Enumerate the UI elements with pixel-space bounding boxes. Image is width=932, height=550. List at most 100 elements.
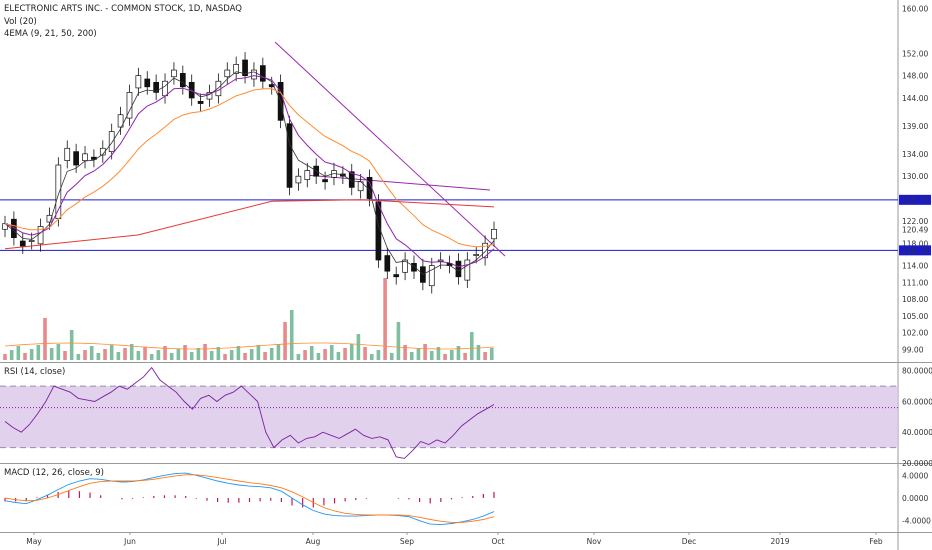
- candle-body: [428, 265, 435, 287]
- price-level-badge-text: 125.77: [902, 196, 928, 205]
- volume-bar: [303, 350, 307, 360]
- candle-body: [268, 84, 275, 88]
- candle-body: [402, 259, 408, 273]
- candle-body: [286, 123, 293, 188]
- volume-bar: [483, 352, 487, 360]
- time-axis-label-dec: Dec: [682, 537, 697, 546]
- time-axis-label-feb: Feb: [869, 537, 883, 546]
- volume-bar: [409, 352, 414, 360]
- volume-bar: [449, 350, 454, 360]
- volume-bar: [436, 347, 441, 360]
- candle-body: [473, 254, 480, 256]
- price-tick-label: 148.00: [902, 72, 928, 81]
- ema21-line: [4, 75, 495, 268]
- volume-bar: [296, 354, 301, 360]
- volume-bar: [323, 349, 327, 360]
- candle-body: [162, 80, 168, 97]
- rsi-tick-label: 40.0000: [902, 428, 932, 437]
- volume-bar: [363, 347, 367, 360]
- volume-bar: [276, 344, 281, 360]
- volume-bar: [389, 353, 394, 360]
- candle-body: [464, 259, 471, 281]
- volume-bar: [476, 345, 481, 360]
- macd-tick-label: 4.0000: [902, 471, 928, 480]
- volume-bar: [403, 345, 407, 360]
- volume-bar: [189, 352, 194, 360]
- candle-body: [108, 131, 115, 152]
- volume-bar: [336, 352, 341, 360]
- chart-title: ELECTRONIC ARTS INC. - COMMON STOCK, 1D,…: [4, 4, 242, 14]
- volume-bar: [349, 344, 354, 360]
- candle-body: [73, 151, 79, 166]
- price-tick-label: 102.00: [902, 329, 928, 338]
- volume-bar: [49, 348, 54, 360]
- volume-bar: [223, 354, 227, 360]
- candle-body: [171, 69, 177, 78]
- volume-bar: [229, 350, 234, 360]
- volume-bar: [3, 354, 7, 360]
- candle-body: [322, 179, 328, 183]
- volume-bar: [143, 347, 147, 360]
- price-tick-label: 144.00: [902, 94, 928, 103]
- volume-bar: [443, 354, 447, 360]
- candle-body: [375, 201, 382, 261]
- volume-bar: [489, 348, 494, 360]
- price-tick-label: 114.00: [902, 262, 928, 271]
- volume-bar: [196, 348, 201, 360]
- volume-bar: [236, 346, 241, 360]
- candle-body: [135, 75, 142, 89]
- ema50-line: [4, 88, 495, 248]
- rsi-label: RSI (14, close): [4, 367, 65, 377]
- time-axis-label-may: May: [26, 537, 42, 546]
- price-level-badge: [899, 245, 931, 256]
- volume-bar: [89, 346, 94, 360]
- candle-body: [206, 92, 213, 100]
- volume-bar: [169, 353, 174, 360]
- volume-bar: [283, 322, 287, 360]
- volume-bar: [63, 351, 67, 360]
- macd-label: MACD (12, 26, close, 9): [4, 468, 104, 478]
- candle-body: [144, 78, 151, 88]
- time-axis-label-aug: Aug: [306, 537, 321, 546]
- volume-bar: [56, 344, 61, 360]
- volume-bar: [369, 354, 374, 360]
- volume-bar: [43, 318, 47, 360]
- time-axis-label-jul: Jul: [216, 537, 226, 546]
- price-tick-label: 118.00: [902, 239, 928, 248]
- candle-body: [233, 64, 240, 74]
- volume-ma-line: [4, 342, 495, 350]
- candle-body: [64, 147, 71, 161]
- volume-bar: [396, 322, 401, 360]
- candle-body: [251, 69, 257, 80]
- volume-bar: [383, 278, 387, 360]
- volume-bar: [416, 348, 421, 360]
- candle-body: [482, 242, 488, 259]
- volume-bar: [116, 352, 121, 360]
- price-tick-label: 99.00: [902, 345, 924, 354]
- ema9-line: [4, 71, 495, 275]
- time-axis-label-2019: 2019: [770, 537, 789, 546]
- volume-bar: [456, 346, 461, 360]
- volume-bar: [129, 344, 134, 360]
- macd-tick-label: 0.0000: [902, 494, 928, 503]
- candle-body: [215, 80, 222, 97]
- volume-bar: [429, 351, 434, 360]
- volume-bar: [29, 349, 34, 360]
- volume-bar: [343, 348, 347, 360]
- candle-body: [2, 223, 8, 230]
- price-tick-label: 122.00: [902, 217, 928, 226]
- volume-bar: [23, 353, 27, 360]
- volume-bar: [163, 346, 167, 360]
- candle-body: [259, 65, 266, 82]
- candle-body: [304, 170, 311, 180]
- trendline-down: [274, 41, 506, 257]
- volume-bar: [356, 334, 361, 360]
- volume-bar: [156, 350, 161, 360]
- volume-bar: [209, 351, 214, 360]
- price-level-badge: [899, 194, 931, 205]
- macd-tick-label: -4.0000: [902, 517, 931, 526]
- volume-bar: [103, 349, 107, 360]
- price-tick-label: 111.00: [902, 278, 928, 287]
- volume-bar: [243, 353, 247, 360]
